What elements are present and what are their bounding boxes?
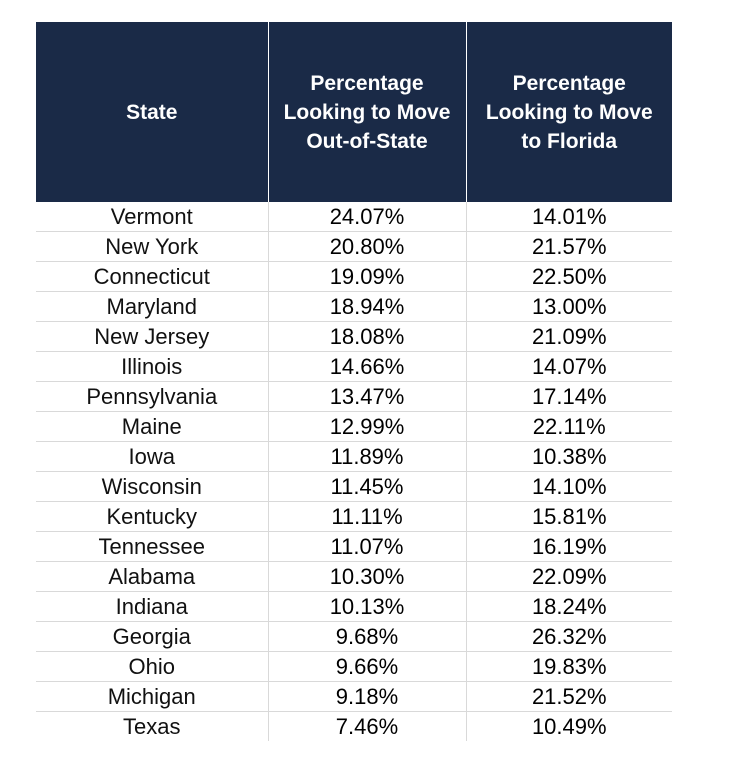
pct-to-florida-cell: 21.52% bbox=[465, 681, 672, 712]
pct-to-florida-cell: 22.09% bbox=[465, 561, 672, 592]
header-pct-out-of-state: Percentage Looking to Move Out-of-State bbox=[267, 22, 466, 202]
table-row: Maine 12.99% 22.11% bbox=[36, 411, 672, 442]
pct-to-florida-cell: 14.01% bbox=[465, 202, 672, 232]
state-cell: Tennessee bbox=[36, 531, 268, 562]
pct-out-of-state-cell: 10.13% bbox=[267, 591, 466, 622]
pct-to-florida-cell: 14.07% bbox=[465, 351, 672, 382]
pct-to-florida-cell: 19.83% bbox=[465, 651, 672, 682]
pct-to-florida-cell: 21.57% bbox=[465, 231, 672, 262]
table-row: Illinois 14.66% 14.07% bbox=[36, 351, 672, 382]
state-cell: New York bbox=[36, 231, 268, 262]
table-row: Indiana 10.13% 18.24% bbox=[36, 591, 672, 622]
table-row: Connecticut 19.09% 22.50% bbox=[36, 261, 672, 292]
table-row: New Jersey 18.08% 21.09% bbox=[36, 321, 672, 352]
pct-to-florida-cell: 16.19% bbox=[465, 531, 672, 562]
pct-to-florida-cell: 15.81% bbox=[465, 501, 672, 532]
state-cell: Ohio bbox=[36, 651, 268, 682]
pct-out-of-state-cell: 18.94% bbox=[267, 291, 466, 322]
state-cell: Illinois bbox=[36, 351, 268, 382]
pct-to-florida-cell: 21.09% bbox=[465, 321, 672, 352]
pct-out-of-state-cell: 7.46% bbox=[267, 711, 466, 741]
pct-out-of-state-cell: 19.09% bbox=[267, 261, 466, 292]
pct-out-of-state-cell: 9.68% bbox=[267, 621, 466, 652]
table-body: Vermont 24.07% 14.01% New York 20.80% 21.57% C… bbox=[36, 202, 672, 741]
pct-out-of-state-cell: 9.66% bbox=[267, 651, 466, 682]
state-cell: Georgia bbox=[36, 621, 268, 652]
state-cell: Alabama bbox=[36, 561, 268, 592]
pct-out-of-state-cell: 11.45% bbox=[267, 471, 466, 502]
table-row: Ohio 9.66% 19.83% bbox=[36, 651, 672, 682]
pct-to-florida-cell: 22.11% bbox=[465, 411, 672, 442]
pct-out-of-state-cell: 20.80% bbox=[267, 231, 466, 262]
pct-out-of-state-cell: 9.18% bbox=[267, 681, 466, 712]
pct-out-of-state-cell: 14.66% bbox=[267, 351, 466, 382]
pct-out-of-state-cell: 10.30% bbox=[267, 561, 466, 592]
table-row: Maryland 18.94% 13.00% bbox=[36, 291, 672, 322]
table-row: Tennessee 11.07% 16.19% bbox=[36, 531, 672, 562]
table-row: Pennsylvania 13.47% 17.14% bbox=[36, 381, 672, 412]
table-row: Iowa 11.89% 10.38% bbox=[36, 441, 672, 472]
state-cell: Indiana bbox=[36, 591, 268, 622]
pct-to-florida-cell: 18.24% bbox=[465, 591, 672, 622]
pct-out-of-state-cell: 12.99% bbox=[267, 411, 466, 442]
state-cell: Texas bbox=[123, 713, 181, 739]
table-row: Kentucky 11.11% 15.81% bbox=[36, 501, 672, 532]
header-row: State Percentage Looking to Move Out-of-… bbox=[36, 22, 672, 202]
table-row: Alabama 10.30% 22.09% bbox=[36, 561, 672, 592]
pct-out-of-state-cell: 11.11% bbox=[267, 501, 466, 532]
pct-out-of-state-cell: 18.08% bbox=[267, 321, 466, 352]
table-row: Vermont 24.07% 14.01% bbox=[36, 202, 672, 232]
state-cell: Maryland bbox=[36, 291, 268, 322]
header-state: State bbox=[36, 22, 268, 202]
state-cell: Wisconsin bbox=[36, 471, 268, 502]
state-cell: Maine bbox=[36, 411, 268, 442]
table-row: Texas 7.46% 10.49% bbox=[36, 711, 672, 741]
state-cell: Kentucky bbox=[36, 501, 268, 532]
table-row: New York 20.80% 21.57% bbox=[36, 231, 672, 262]
state-cell: Connecticut bbox=[36, 261, 268, 292]
state-cell: Vermont bbox=[36, 202, 268, 232]
pct-out-of-state-cell: 24.07% bbox=[267, 202, 466, 232]
header-pct-to-florida: Percentage Looking to Move to Florida bbox=[465, 22, 672, 202]
pct-to-florida-cell: 14.10% bbox=[465, 471, 672, 502]
pct-to-florida-cell: 10.38% bbox=[465, 441, 672, 472]
pct-to-florida-cell: 13.00% bbox=[465, 291, 672, 322]
pct-to-florida-cell: 10.49% bbox=[465, 711, 672, 741]
table-row: Georgia 9.68% 26.32% bbox=[36, 621, 672, 652]
pct-out-of-state-cell: 13.47% bbox=[267, 381, 466, 412]
pct-out-of-state-cell: 11.89% bbox=[267, 441, 466, 472]
state-migration-table: State Percentage Looking to Move Out-of-… bbox=[36, 22, 672, 741]
pct-to-florida-cell: 26.32% bbox=[465, 621, 672, 652]
pct-to-florida-cell: 22.50% bbox=[465, 261, 672, 292]
table-row: Wisconsin 11.45% 14.10% bbox=[36, 471, 672, 502]
state-cell: Pennsylvania bbox=[36, 381, 268, 412]
table-row: Michigan 9.18% 21.52% bbox=[36, 681, 672, 712]
pct-to-florida-cell: 17.14% bbox=[465, 381, 672, 412]
pct-out-of-state-cell: 11.07% bbox=[267, 531, 466, 562]
state-cell: Iowa bbox=[36, 441, 268, 472]
state-cell: New Jersey bbox=[36, 321, 268, 352]
state-cell: Michigan bbox=[36, 681, 268, 712]
